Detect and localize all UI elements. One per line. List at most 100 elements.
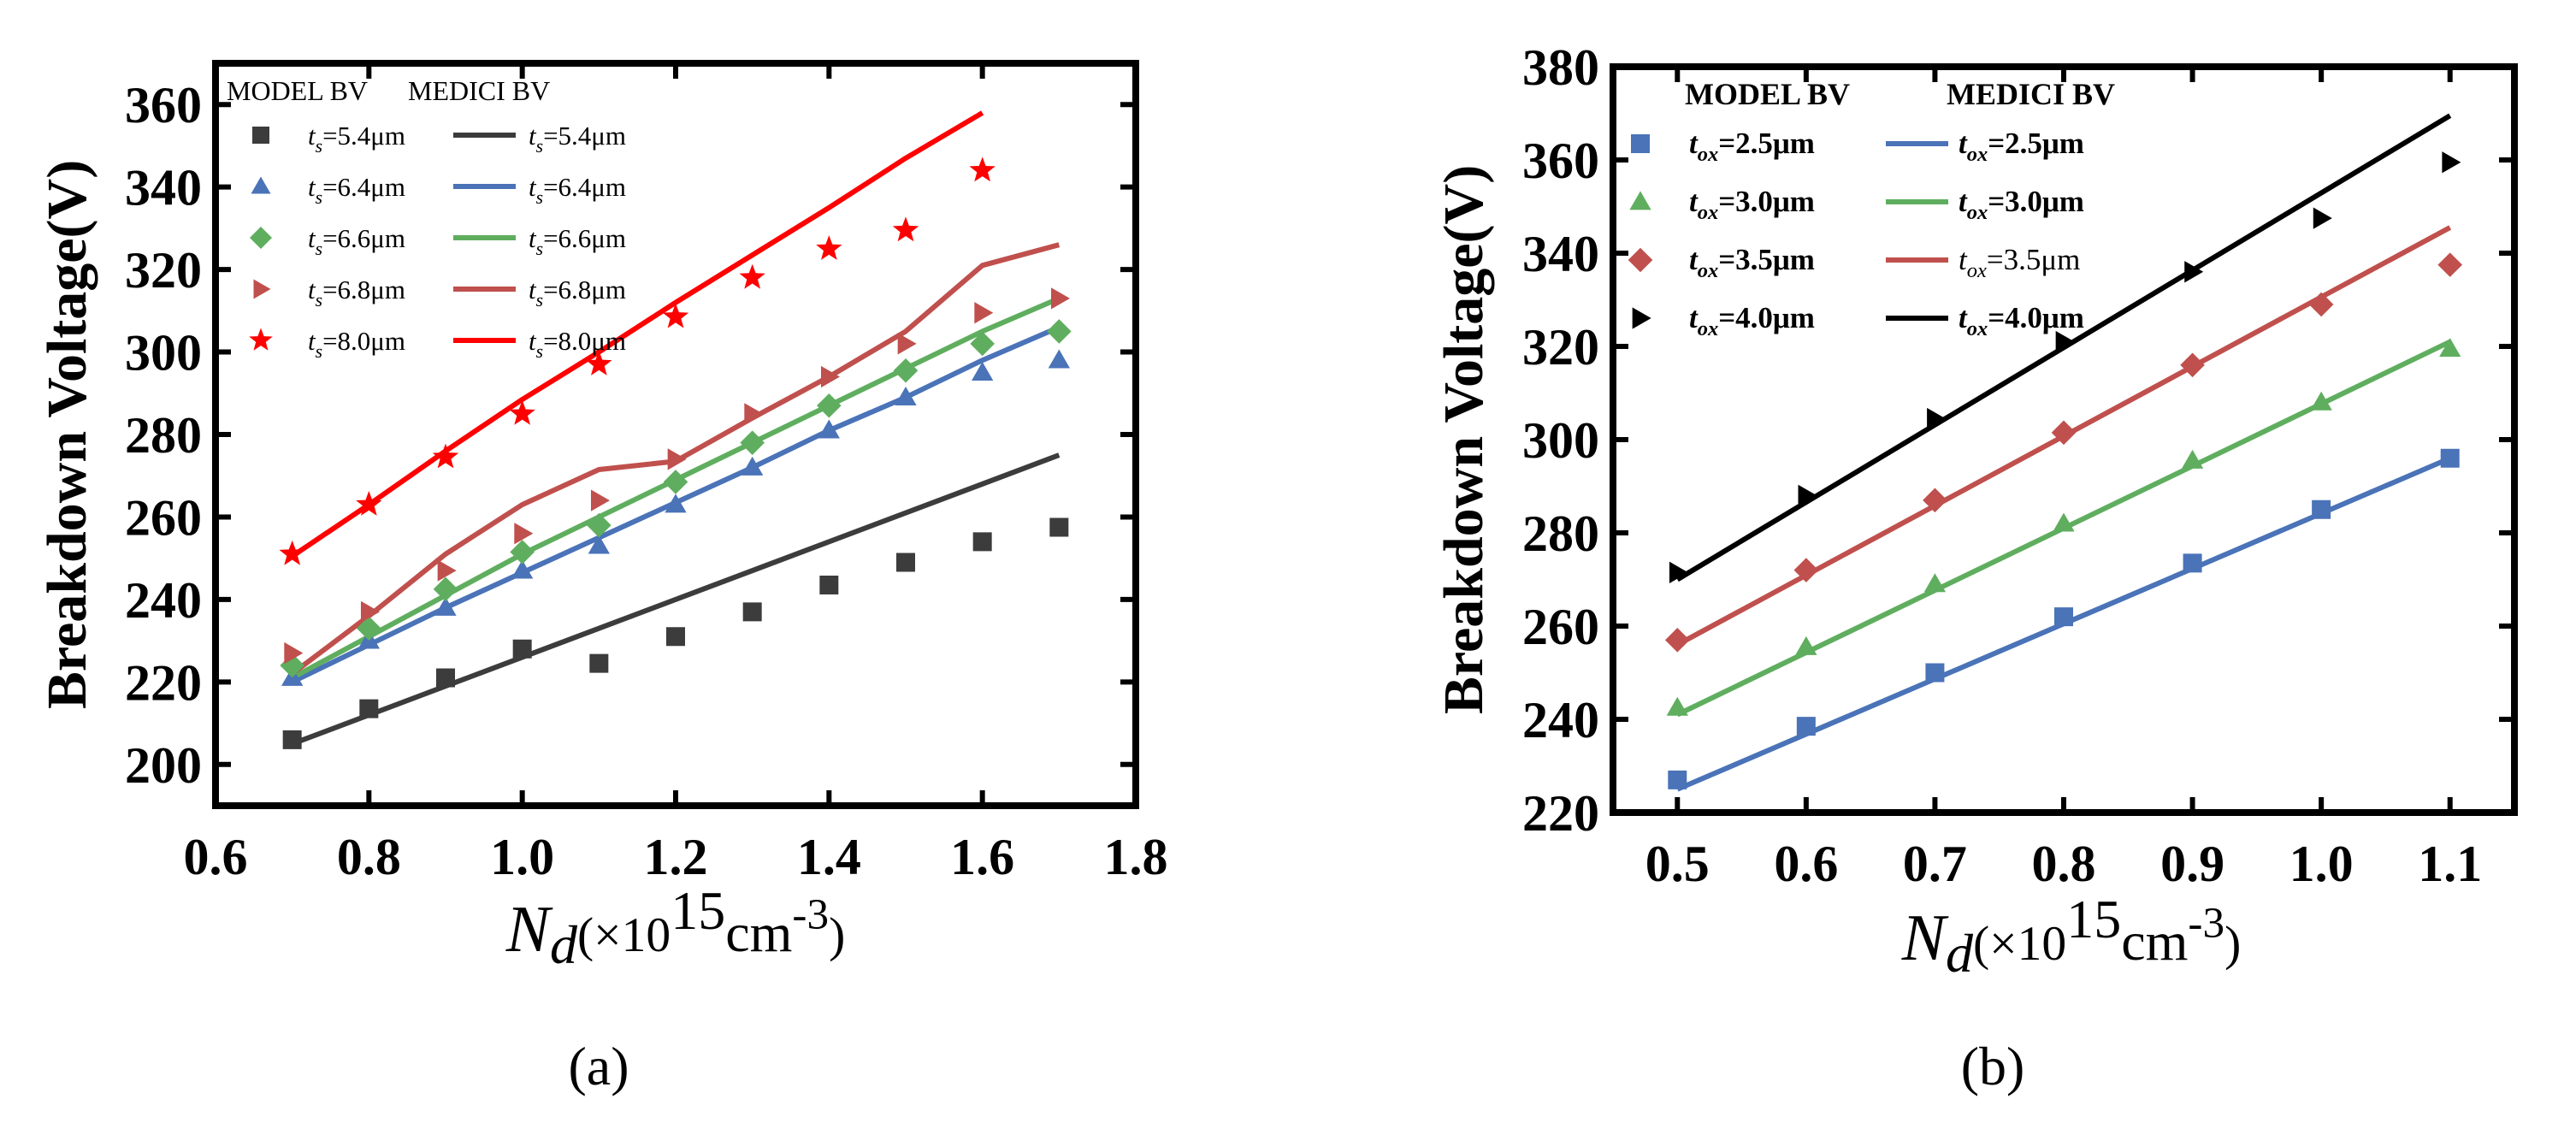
data-point-5-4 xyxy=(282,730,302,749)
legend-label-model: tox=3.5μm xyxy=(1689,243,1815,282)
x-tick-label: 0.6 xyxy=(1774,836,1838,892)
data-point-5-4 xyxy=(512,639,532,659)
data-point-4-0 xyxy=(2442,151,2461,174)
y-tick-label: 280 xyxy=(1522,505,1599,562)
legend-label-model: ts=6.8μm xyxy=(308,275,405,310)
data-point-6-4 xyxy=(434,596,457,616)
legend-marker-5-4 xyxy=(252,127,269,144)
data-point-4-0 xyxy=(2184,261,2204,283)
data-point-6-8 xyxy=(744,403,764,425)
data-point-5-4 xyxy=(666,627,685,647)
data-point-8-0 xyxy=(816,235,842,260)
x-tick-label: 1.0 xyxy=(2289,836,2354,892)
data-point-6-8 xyxy=(667,448,687,470)
data-point-5-4 xyxy=(589,653,609,673)
legend-header-model: MODEL BV xyxy=(1685,77,1850,111)
data-point-2-5 xyxy=(1668,770,1687,789)
data-point-3-5 xyxy=(1923,488,1947,513)
data-point-6-4 xyxy=(972,362,994,381)
legend-label-medici: ts=6.4μm xyxy=(529,172,626,208)
panel-label: (b) xyxy=(1961,1036,2025,1096)
y-tick-label: 360 xyxy=(125,77,202,133)
y-tick-label: 220 xyxy=(125,654,202,711)
x-tick-label: 1.2 xyxy=(644,829,708,885)
legend-marker-2-5 xyxy=(1631,134,1650,153)
legend-header-medici: MEDICI BV xyxy=(1947,77,2115,111)
data-point-8-0 xyxy=(662,303,689,328)
data-point-5-4 xyxy=(359,699,379,718)
y-tick-label: 280 xyxy=(125,407,202,464)
data-point-6-4 xyxy=(665,494,687,513)
y-axis-label: Breakdown Voltage(V) xyxy=(36,160,98,709)
data-point-6-8 xyxy=(820,365,840,388)
y-tick-label: 340 xyxy=(1522,226,1599,282)
panel-label: (a) xyxy=(568,1036,629,1096)
x-tick-label: 1.0 xyxy=(490,829,554,885)
data-point-3-5 xyxy=(2180,352,2205,378)
y-tick-label: 320 xyxy=(125,242,202,299)
data-point-5-4 xyxy=(896,553,915,572)
data-point-6-4 xyxy=(895,386,917,405)
legend-marker-3-5 xyxy=(1628,247,1653,273)
data-point-6-6 xyxy=(510,540,535,564)
y-tick-label: 300 xyxy=(125,325,202,381)
x-tick-label: 1.6 xyxy=(950,829,1014,885)
data-point-6-6 xyxy=(357,616,381,641)
data-point-3-5 xyxy=(2437,252,2463,277)
data-point-2-5 xyxy=(2312,499,2331,519)
data-point-2-5 xyxy=(2054,607,2073,627)
x-tick-label: 1.1 xyxy=(2418,836,2482,892)
data-point-6-4 xyxy=(511,559,534,579)
legend-marker-6-8 xyxy=(253,279,271,299)
data-point-6-4 xyxy=(588,535,610,554)
series-line-8-0 xyxy=(291,110,984,559)
data-point-6-6 xyxy=(970,331,995,357)
data-point-5-4 xyxy=(972,532,992,552)
data-point-2-5 xyxy=(2440,448,2460,468)
data-point-6-8 xyxy=(437,559,457,582)
legend-label-model: tox=3.0μm xyxy=(1689,185,1815,224)
data-point-3-0 xyxy=(1923,573,1947,593)
legend-label-medici: tox=4.0μm xyxy=(1959,301,2084,340)
data-point-3-5 xyxy=(1793,558,1819,582)
data-point-3-0 xyxy=(2310,391,2332,411)
data-point-6-4 xyxy=(818,419,840,439)
data-point-3-0 xyxy=(2053,512,2075,532)
plot-frame xyxy=(212,60,1139,809)
legend-label-medici: ts=6.6μm xyxy=(529,223,626,259)
legend-marker-4-0 xyxy=(1632,307,1651,329)
data-point-6-6 xyxy=(433,576,458,602)
data-point-5-4 xyxy=(436,668,455,688)
data-point-6-6 xyxy=(817,393,842,418)
chart-b: 0.5 0.6 0.7 0.8 0.9 1.0 1.1 220 240 260 280 300 320 3… xyxy=(1433,39,2518,1096)
data-point-6-6 xyxy=(893,358,919,383)
legend-label-medici: ts=5.4μm xyxy=(529,121,626,157)
legend-marker-6-4 xyxy=(251,176,271,194)
x-tick-label: 0.8 xyxy=(2032,836,2096,892)
legend-header-model: MODEL BV xyxy=(227,75,368,106)
legend-marker-8-0 xyxy=(249,328,273,351)
data-point-6-6 xyxy=(663,470,688,494)
data-point-5-4 xyxy=(819,576,839,595)
x-axis-label: Nd(×1015cm-3) xyxy=(1901,889,2242,984)
data-point-8-0 xyxy=(509,399,535,425)
series-line-5-4 xyxy=(291,452,1061,747)
legend-label-model: ts=6.6μm xyxy=(308,223,405,259)
data-point-8-0 xyxy=(432,443,459,469)
data-point-3-5 xyxy=(2051,420,2077,446)
y-tick-label: 220 xyxy=(1522,785,1599,842)
data-point-8-0 xyxy=(892,216,919,242)
y-tick-label: 300 xyxy=(1522,412,1599,469)
data-point-3-5 xyxy=(1664,628,1690,653)
data-point-2-5 xyxy=(2183,553,2202,573)
y-tick-label: 260 xyxy=(125,489,202,546)
data-point-3-0 xyxy=(2439,338,2461,358)
data-point-3-0 xyxy=(1666,696,1688,716)
chart-a: 0.6 0.8 1.0 1.2 1.4 1.6 1.8 200 220 240 260 280 300 3… xyxy=(36,60,1168,1096)
y-tick-label: 380 xyxy=(1522,39,1599,96)
data-point-2-5 xyxy=(1925,663,1945,683)
legend-header-medici: MEDICI BV xyxy=(408,75,550,106)
legend-label-medici: tox=3.0μm xyxy=(1959,185,2084,224)
plot-frame xyxy=(1610,63,2518,816)
